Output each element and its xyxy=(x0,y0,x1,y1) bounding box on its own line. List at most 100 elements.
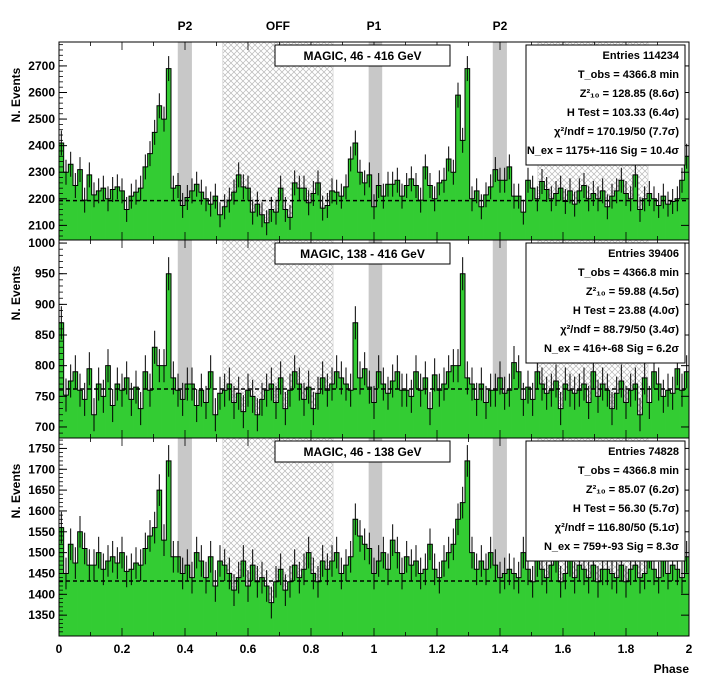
histogram-bar xyxy=(675,368,680,438)
histogram-bar xyxy=(362,182,368,240)
y-tick-label: 800 xyxy=(35,359,55,373)
panel-2: 700 750 800 850 900 950 1000 N. Events MAGIC, 13… xyxy=(9,236,690,439)
x-tick-label: 0.2 xyxy=(114,642,131,656)
histogram-bar xyxy=(633,174,638,240)
histogram-bar xyxy=(199,560,204,636)
histogram-bar xyxy=(147,535,153,636)
histogram-bar xyxy=(329,190,335,240)
histogram-bar xyxy=(96,384,102,438)
histogram-bar xyxy=(535,371,540,438)
histogram-bar xyxy=(572,204,578,240)
histogram-bar xyxy=(362,544,368,636)
y-tick-label: 1350 xyxy=(28,608,55,622)
histogram-bar xyxy=(418,200,424,240)
histogram-bar xyxy=(343,186,349,240)
histogram-bar xyxy=(544,189,550,240)
histogram-bar xyxy=(143,371,148,438)
histogram-bar xyxy=(87,368,92,438)
histogram-bar xyxy=(96,552,102,636)
y-axis-label: N. Events xyxy=(9,265,23,320)
histogram-bar xyxy=(73,371,78,438)
stats-box xyxy=(525,242,686,364)
histogram-bar xyxy=(320,208,326,240)
histogram-bar xyxy=(87,565,92,636)
histogram-bar xyxy=(236,174,242,240)
stats-row: T_obs = 4366.8 min xyxy=(578,267,679,279)
histogram-bar xyxy=(283,209,288,240)
histogram-bar xyxy=(511,573,517,636)
histogram-bar xyxy=(395,552,400,636)
histogram-bar xyxy=(385,184,391,240)
histogram-bar xyxy=(194,184,200,240)
histogram-bar xyxy=(679,390,685,438)
histogram-bar xyxy=(563,384,568,438)
histogram-bar xyxy=(255,204,260,240)
histogram-bar xyxy=(577,390,582,438)
histogram-bar xyxy=(166,273,172,438)
histogram-bar xyxy=(189,190,195,240)
histogram-bar xyxy=(586,402,592,438)
histogram-bar xyxy=(502,180,508,240)
stats-box xyxy=(525,44,686,166)
histogram-bar xyxy=(245,390,251,438)
panel-title: MAGIC, 138 - 416 GeV xyxy=(300,247,425,261)
histogram-bar xyxy=(217,393,223,438)
histogram-bar xyxy=(343,384,349,438)
histogram-bar xyxy=(469,384,475,438)
region-label-p2-0: P2 xyxy=(178,19,193,33)
stats-row: N_ex = 1175+-116 Sig = 10.4σ xyxy=(527,145,680,157)
histogram-bar xyxy=(516,371,522,438)
histogram-bar xyxy=(278,377,284,438)
histogram-bar xyxy=(656,577,662,636)
histogram-bar xyxy=(577,190,582,240)
histogram-bar xyxy=(623,193,629,240)
histogram-bar xyxy=(371,402,377,438)
histogram-bar xyxy=(264,390,270,438)
histogram-bar xyxy=(213,585,218,636)
histogram-bar xyxy=(488,390,494,438)
histogram-bar xyxy=(381,196,386,240)
histogram-bar xyxy=(264,585,270,636)
histogram-bar xyxy=(77,169,83,240)
histogram-bar xyxy=(376,185,382,240)
y-tick-label: 2700 xyxy=(28,59,55,73)
histogram-bar xyxy=(413,371,419,438)
histogram-bar xyxy=(427,185,433,240)
histogram-bar xyxy=(637,209,643,240)
histogram-bar xyxy=(175,390,181,438)
histogram-bar xyxy=(455,95,461,240)
histogram-bar xyxy=(647,402,652,438)
histogram-bar xyxy=(437,390,442,438)
histogram-bar xyxy=(171,377,176,438)
histogram-bar xyxy=(101,188,106,240)
x-axis: 0 0.2 0.4 0.6 0.8 1 1.2 1.4 1.6 1.8 2 Phase xyxy=(56,642,693,676)
histogram-bar xyxy=(591,193,596,240)
histogram-bar xyxy=(413,560,419,636)
histogram-bar xyxy=(334,371,340,438)
histogram-bar xyxy=(353,519,358,636)
histogram-bar xyxy=(441,384,447,438)
histogram-bar xyxy=(297,577,302,636)
histogram-bar xyxy=(451,172,456,240)
histogram-bar xyxy=(208,556,214,636)
histogram-bar xyxy=(157,365,162,438)
histogram-bar xyxy=(497,377,503,438)
region-label-p1-2: P1 xyxy=(367,19,382,33)
x-tick-label: 2 xyxy=(686,642,693,656)
histogram-bar xyxy=(525,387,531,438)
x-tick-label: 0.4 xyxy=(177,642,194,656)
phase-region-markers: P2 OFF P1 P2 xyxy=(178,19,508,33)
stats-row: H Test = 23.88 (4.0σ) xyxy=(573,305,679,317)
y-tick-label: 2300 xyxy=(28,165,55,179)
y-tick-label: 2200 xyxy=(28,192,55,206)
histogram-bar xyxy=(241,560,246,636)
histogram-bar xyxy=(185,197,190,240)
histogram-bar xyxy=(269,384,274,438)
histogram-bar xyxy=(441,180,447,240)
histogram-bar xyxy=(427,544,433,636)
histogram-bar xyxy=(567,390,573,438)
histogram-bar xyxy=(493,390,498,438)
histogram-bar xyxy=(227,200,232,240)
histogram-bar xyxy=(399,196,405,240)
histogram-bar xyxy=(479,560,484,636)
